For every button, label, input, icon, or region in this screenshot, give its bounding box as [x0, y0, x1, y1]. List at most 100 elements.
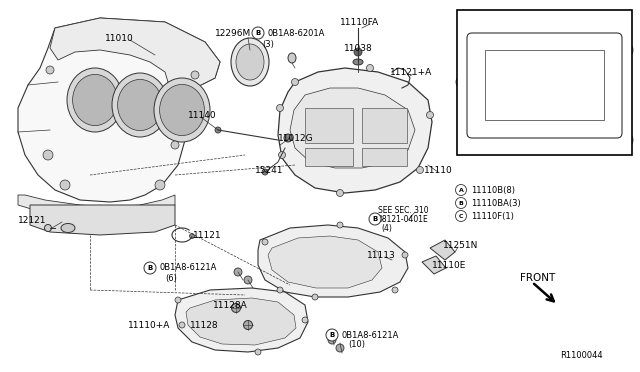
Circle shape [456, 185, 467, 196]
Circle shape [277, 287, 283, 293]
Circle shape [291, 78, 298, 86]
Circle shape [456, 75, 470, 89]
Text: 12121: 12121 [18, 215, 47, 224]
Text: A: A [511, 21, 516, 27]
Ellipse shape [67, 68, 123, 132]
Polygon shape [430, 240, 455, 260]
Polygon shape [50, 18, 220, 88]
Polygon shape [175, 288, 308, 352]
Text: 11121+A: 11121+A [390, 67, 432, 77]
Text: FRONT: FRONT [520, 273, 556, 283]
Text: C: C [459, 214, 463, 218]
Text: B: B [623, 47, 628, 53]
Bar [362, 148, 407, 166]
Text: B: B [492, 21, 497, 27]
Bar [305, 148, 353, 166]
Text: A: A [459, 187, 463, 192]
Text: 11128A: 11128A [213, 301, 248, 310]
Ellipse shape [61, 224, 75, 232]
Ellipse shape [72, 74, 117, 126]
Text: A: A [531, 137, 537, 143]
Circle shape [302, 317, 308, 323]
Circle shape [144, 262, 156, 274]
Text: A: A [531, 21, 537, 27]
Circle shape [43, 150, 53, 160]
Polygon shape [18, 18, 220, 202]
Text: (3): (3) [262, 39, 274, 48]
Text: 11121: 11121 [193, 231, 221, 240]
Circle shape [284, 134, 292, 142]
Circle shape [171, 141, 179, 149]
Circle shape [456, 198, 467, 208]
Circle shape [262, 169, 268, 175]
Text: 0B1A8-6121A: 0B1A8-6121A [342, 330, 399, 340]
Polygon shape [30, 205, 175, 235]
Text: 08121-0401E: 08121-0401E [378, 215, 429, 224]
Circle shape [255, 349, 261, 355]
Polygon shape [258, 225, 408, 297]
Ellipse shape [288, 53, 296, 63]
Circle shape [276, 105, 284, 112]
Circle shape [243, 321, 253, 330]
Circle shape [278, 151, 285, 158]
Text: 11110F(1): 11110F(1) [471, 212, 514, 221]
Circle shape [527, 133, 541, 147]
Circle shape [336, 344, 344, 352]
Ellipse shape [231, 38, 269, 86]
Circle shape [328, 336, 336, 344]
Text: B: B [623, 137, 628, 143]
Text: A: A [471, 137, 477, 143]
Text: A: A [471, 21, 477, 27]
Text: SEE SEC. 310: SEE SEC. 310 [378, 205, 429, 215]
Ellipse shape [236, 44, 264, 80]
Ellipse shape [353, 59, 363, 65]
Circle shape [392, 287, 398, 293]
Polygon shape [278, 68, 432, 193]
Text: A: A [511, 137, 516, 143]
Circle shape [527, 17, 541, 31]
Text: 11113: 11113 [367, 250, 396, 260]
Circle shape [326, 329, 338, 341]
Text: 11038: 11038 [344, 44, 372, 52]
Circle shape [60, 180, 70, 190]
Text: 11110: 11110 [424, 166, 452, 174]
Text: B: B [147, 265, 152, 271]
Text: 11110+A: 11110+A [128, 321, 170, 330]
Text: B: B [330, 332, 335, 338]
Circle shape [155, 180, 165, 190]
Circle shape [507, 17, 521, 31]
Text: 11110B(8): 11110B(8) [471, 186, 515, 195]
Text: 11140: 11140 [188, 110, 216, 119]
Circle shape [179, 322, 185, 328]
Circle shape [46, 66, 54, 74]
Circle shape [337, 189, 344, 196]
Circle shape [337, 222, 343, 228]
Text: (6): (6) [165, 273, 177, 282]
Circle shape [354, 48, 362, 56]
Circle shape [619, 133, 633, 147]
Text: 0B1A8-6201A: 0B1A8-6201A [268, 29, 325, 38]
Circle shape [262, 239, 268, 245]
Text: 11128: 11128 [190, 321, 219, 330]
Text: 11110FA: 11110FA [340, 17, 379, 26]
Circle shape [487, 17, 501, 31]
Bar [457, 10, 632, 155]
Circle shape [244, 276, 252, 284]
Ellipse shape [159, 84, 204, 136]
Polygon shape [422, 256, 446, 274]
Circle shape [402, 252, 408, 258]
Circle shape [456, 211, 467, 221]
Text: 11110BA(3): 11110BA(3) [471, 199, 521, 208]
Circle shape [189, 234, 195, 238]
Text: R1100044: R1100044 [560, 350, 603, 359]
Text: 11012G: 11012G [278, 134, 314, 142]
Polygon shape [290, 88, 415, 168]
Polygon shape [18, 195, 175, 217]
Bar [485, 50, 604, 120]
Text: A: A [492, 137, 497, 143]
Text: (4): (4) [381, 224, 392, 232]
Text: (10): (10) [348, 340, 365, 350]
Text: C: C [460, 79, 465, 85]
Text: B: B [459, 201, 463, 205]
Circle shape [367, 64, 374, 71]
